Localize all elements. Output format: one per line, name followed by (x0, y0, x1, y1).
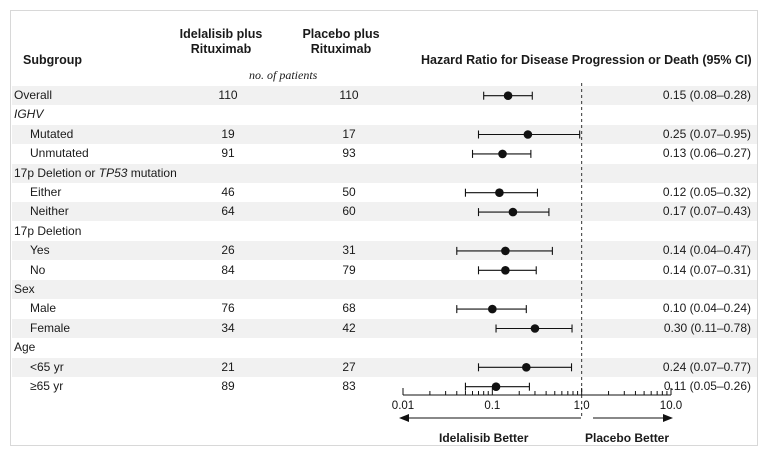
forest-plot-svg: 0.01 0.1 1.0 10.0 (392, 83, 682, 422)
hazard-ratio-ci-text: 0.15 (0.08–0.28) (662, 88, 751, 102)
subgroup-label: <65 yr (30, 359, 64, 374)
subgroup-data-row: <65 yr 21 27 0.24 (0.07–0.77) (12, 357, 757, 377)
subgroup-label: Overall (14, 88, 53, 102)
subgroup-label: Female (30, 320, 71, 335)
hazard-ratio-header: Hazard Ratio for Disease Progression or … (421, 53, 752, 67)
subgroup-data-row: Mutated 19 17 0.25 (0.07–0.95) (12, 124, 757, 144)
subgroup-data-row: Yes 26 31 0.14 (0.04–0.47) (12, 241, 757, 261)
right-arrow-head (663, 414, 673, 422)
hazard-ratio-point (495, 188, 504, 197)
idelalisib-patient-count: 110 (218, 88, 238, 102)
subgroup-data-row: Overall 110 110 0.15 (0.08–0.28) (12, 86, 757, 105)
hazard-ratio-point (523, 130, 533, 139)
x-axis-tick-label: 10.0 (660, 400, 682, 412)
left-arrow-head (399, 414, 409, 422)
placebo-arm-header: Placebo plus Rituximab (281, 27, 401, 57)
subgroup-label: Either (30, 185, 62, 199)
idelalisib-patient-count: 19 (221, 126, 235, 141)
subgroup-heading-row: Age (12, 338, 757, 357)
hazard-ratio-ci-text: 0.11 (0.05–0.26) (663, 379, 751, 393)
subgroup-label: Yes (30, 243, 50, 258)
subgroup-heading-row: Sex (12, 280, 757, 299)
subgroup-data-row: ≥65 yr 89 83 0.11 (0.05–0.26) (12, 377, 757, 396)
hazard-ratio-ci-text: 0.14 (0.04–0.47) (662, 243, 751, 258)
hazard-ratio-ci-text: 0.24 (0.07–0.77) (662, 359, 751, 374)
placebo-patient-count: 93 (342, 146, 356, 161)
placebo-better-label: Placebo Better (585, 431, 670, 445)
hazard-ratio-point (488, 304, 497, 314)
forest-plot-figure: Subgroup Idelalisib plus Rituximab Place… (10, 10, 758, 446)
idelalisib-patient-count: 89 (221, 379, 235, 393)
hazard-ratio-ci-text: 0.12 (0.05–0.32) (662, 185, 751, 199)
hazard-ratio-point (498, 149, 507, 159)
x-axis-tick-label: 1.0 (574, 400, 590, 412)
idelalisib-patient-count: 46 (221, 185, 235, 199)
subgroup-label: Mutated (30, 126, 74, 141)
hazard-ratio-ci-text: 0.13 (0.06–0.27) (662, 146, 751, 161)
subgroup-label: Sex (14, 282, 35, 296)
subgroup-data-row: No 84 79 0.14 (0.07–0.31) (12, 261, 757, 280)
placebo-patient-count: 42 (342, 320, 356, 335)
idelalisib-better-label: Idelalisib Better (439, 431, 529, 445)
hazard-ratio-ci-text: 0.25 (0.07–0.95) (662, 126, 751, 141)
idelalisib-patient-count: 64 (221, 204, 235, 219)
no-of-patients-label: no. of patients (249, 68, 318, 82)
placebo-patient-count: 50 (342, 185, 356, 199)
subgroup-data-row: Male 76 68 0.10 (0.04–0.24) (12, 299, 757, 318)
subgroup-header: Subgroup (23, 53, 83, 67)
subgroup-label: Age (14, 340, 36, 355)
hazard-ratio-point (508, 207, 518, 217)
idelalisib-patient-count: 76 (221, 301, 235, 316)
subgroup-heading-row: IGHV (12, 105, 757, 124)
x-axis-tick-label: 0.1 (484, 400, 500, 412)
subgroup-label-tail: mutation (127, 165, 177, 180)
subgroup-label: Male (30, 301, 57, 316)
placebo-patient-count: 17 (342, 126, 356, 141)
hazard-ratio-point (521, 363, 531, 372)
idelalisib-arm-header-line1: Idelalisib plus (179, 27, 263, 41)
subgroup-label: Neither (30, 204, 69, 219)
hazard-ratio-point (501, 246, 510, 256)
subgroup-heading-row: 17p Deletion or TP53 mutation (12, 163, 757, 183)
hazard-ratio-ci-text: 0.17 (0.07–0.43) (662, 204, 751, 219)
subgroup-label: 17p Deletion or TP53 mutation (14, 165, 177, 180)
hazard-ratio-point (503, 91, 513, 100)
idelalisib-patient-count: 84 (221, 262, 235, 277)
placebo-arm-header-line2: Rituximab (310, 42, 372, 56)
subgroup-label-italic: TP53 (98, 165, 128, 180)
hazard-ratio-ci-text: 0.30 (0.11–0.78) (663, 320, 751, 335)
placebo-patient-count: 79 (342, 262, 356, 277)
subgroup-label: 17p Deletion (14, 223, 82, 238)
placebo-arm-header-line1: Placebo plus (302, 27, 380, 41)
hazard-ratio-ci-text: 0.14 (0.07–0.31) (662, 262, 751, 277)
subgroup-label: ≥65 yr (30, 379, 64, 393)
placebo-patient-count: 110 (339, 88, 359, 102)
subgroup-data-row: Unmutated 91 93 0.13 (0.06–0.27) (12, 144, 757, 163)
subgroup-data-row: Either 46 50 0.12 (0.05–0.32) (12, 183, 757, 202)
hazard-ratio-point (530, 324, 540, 333)
idelalisib-patient-count: 21 (221, 359, 235, 374)
placebo-patient-count: 27 (342, 359, 356, 374)
idelalisib-patient-count: 91 (221, 146, 235, 161)
subgroup-data-row: Female 34 42 0.30 (0.11–0.78) (12, 318, 757, 338)
idelalisib-arm-header: Idelalisib plus Rituximab (161, 27, 281, 57)
placebo-patient-count: 31 (342, 243, 356, 258)
placebo-patient-count: 60 (342, 204, 356, 219)
placebo-patient-count: 68 (342, 301, 356, 316)
subgroup-label: IGHV (14, 107, 44, 122)
hazard-ratio-point (501, 266, 510, 275)
x-axis-tick-label: 0.01 (392, 400, 414, 412)
idelalisib-patient-count: 26 (221, 243, 235, 258)
placebo-patient-count: 83 (342, 379, 356, 393)
subgroup-label: No (30, 262, 46, 277)
hazard-ratio-point (491, 382, 501, 392)
subgroup-label: Unmutated (30, 146, 89, 161)
hazard-ratio-ci-text: 0.10 (0.04–0.24) (662, 301, 751, 316)
subgroup-data-row: Neither 64 60 0.17 (0.07–0.43) (12, 202, 757, 222)
subgroup-heading-row: 17p Deletion (12, 222, 757, 241)
idelalisib-patient-count: 34 (221, 320, 235, 335)
idelalisib-arm-header-line2: Rituximab (190, 42, 252, 56)
